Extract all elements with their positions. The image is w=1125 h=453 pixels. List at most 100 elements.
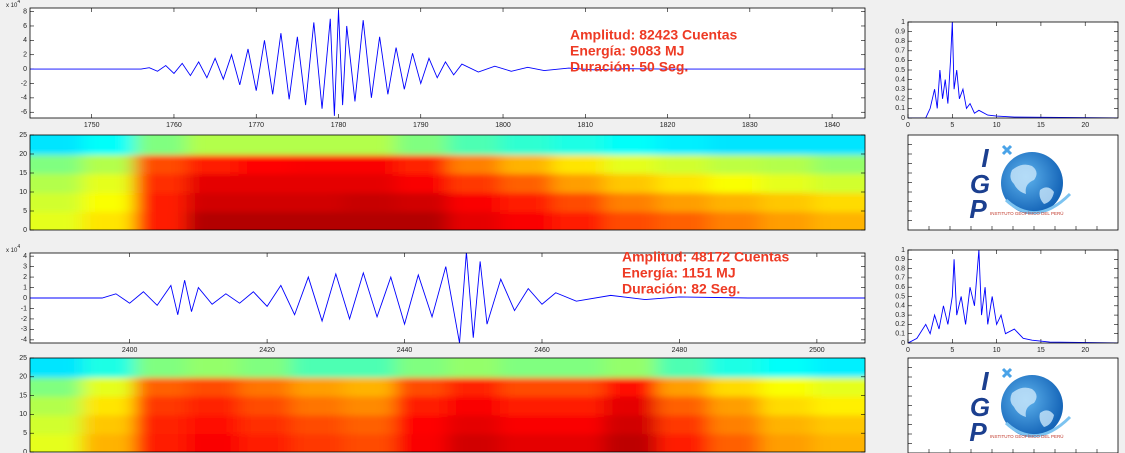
spectrogram-cell bbox=[186, 135, 240, 155]
logo-letter: G bbox=[970, 392, 990, 422]
spectrogram-cell bbox=[134, 173, 188, 193]
y-tick-label: -1 bbox=[21, 305, 27, 312]
y-multiplier: x 104 bbox=[6, 0, 20, 9]
spectrogram-cell bbox=[604, 376, 658, 397]
waveform bbox=[908, 22, 1118, 118]
spectrogram-cell bbox=[499, 154, 553, 174]
y-tick-label: 0.6 bbox=[895, 57, 905, 64]
spectrogram-cell bbox=[134, 135, 188, 155]
spectrogram-cell bbox=[551, 395, 606, 416]
y-tick-label: 1 bbox=[23, 284, 27, 291]
spectrogram-cell bbox=[238, 395, 292, 416]
spectrogram-cell bbox=[134, 414, 188, 435]
spectrogram-cell bbox=[30, 395, 84, 416]
logo: I G P INSTITUTO GEOFÍSICO DEL PERÚ bbox=[907, 134, 1119, 231]
spectrogram-cell bbox=[499, 395, 553, 416]
y-tick-label: 0.4 bbox=[895, 76, 905, 83]
mark bbox=[1001, 367, 1013, 379]
spectrogram-cell bbox=[447, 358, 501, 378]
x-tick-label: 20 bbox=[1081, 122, 1089, 129]
spectrogram-cell bbox=[708, 376, 762, 397]
annotation: Amplitud: 48172 Cuentas bbox=[622, 249, 789, 265]
spectrogram-cell bbox=[656, 433, 710, 452]
spectrogram-cell bbox=[656, 376, 710, 397]
y-tick-label: -2 bbox=[21, 316, 27, 323]
plot-frame bbox=[29, 252, 866, 344]
spectrogram-cell bbox=[134, 192, 188, 212]
y-tick-label: 0.3 bbox=[895, 312, 905, 319]
swoosh bbox=[1004, 415, 1072, 438]
y-tick-label: 3 bbox=[23, 263, 27, 270]
spectrogram-cell bbox=[447, 192, 501, 212]
x-tick-label: 1840 bbox=[824, 122, 840, 129]
spectrogram-cell bbox=[395, 376, 449, 397]
spectrogram-cell bbox=[656, 135, 710, 155]
spectrogram-cell bbox=[290, 135, 345, 155]
y-tick-label: 0 bbox=[901, 340, 905, 347]
y-tick-label: 0.9 bbox=[895, 28, 905, 35]
continents bbox=[1010, 387, 1054, 427]
x-tick-label: 5 bbox=[950, 347, 954, 354]
y-tick-label: 20 bbox=[19, 374, 27, 381]
y-tick-label: 1 bbox=[901, 19, 905, 26]
spectrogram-cell bbox=[656, 414, 710, 435]
spectrogram-cell bbox=[186, 192, 240, 212]
spectrogram-cell bbox=[343, 433, 397, 452]
spectrogram-cell bbox=[708, 395, 762, 416]
x-tick-label: 2440 bbox=[397, 347, 413, 354]
spectrogram-cell bbox=[186, 154, 240, 174]
spectrogram-cell bbox=[238, 414, 292, 435]
spectrogram-cell bbox=[656, 192, 710, 212]
spectrogram-cell bbox=[551, 376, 606, 397]
y-tick-label: 1 bbox=[901, 247, 905, 254]
x-tick-label: 20 bbox=[1081, 347, 1089, 354]
spectrogram-cell bbox=[551, 211, 606, 230]
spectrogram-cell bbox=[82, 414, 136, 435]
spectrogram-cell bbox=[343, 154, 397, 174]
spectrogram-cell bbox=[604, 135, 658, 155]
spectrogram-cell bbox=[708, 135, 762, 155]
x-tick-label: 15 bbox=[1037, 122, 1045, 129]
spectrogram-cell bbox=[82, 358, 136, 378]
spectrogram-cell bbox=[134, 154, 188, 174]
spectrogram-cell bbox=[499, 211, 553, 230]
y-tick-label: 15 bbox=[19, 392, 27, 399]
x-tick-label: 1820 bbox=[660, 122, 676, 129]
spectrogram-cell bbox=[551, 433, 606, 452]
waveform bbox=[30, 10, 865, 116]
logo-name: INSTITUTO GEOFÍSICO DEL PERÚ bbox=[990, 433, 1064, 439]
spectrogram-cell bbox=[812, 154, 865, 174]
spectrogram-cell bbox=[30, 433, 84, 452]
spectrogram-cell bbox=[499, 433, 553, 452]
spectrogram-cell bbox=[343, 173, 397, 193]
y-tick-label: 0 bbox=[23, 227, 27, 234]
spectrogram-cell bbox=[708, 173, 762, 193]
spectrogram-cell bbox=[186, 433, 240, 452]
annotation: Amplitud: 82423 Cuentas bbox=[570, 27, 737, 43]
x-tick-label: 2400 bbox=[122, 347, 138, 354]
spectrogram-cells bbox=[30, 135, 865, 230]
spectrogram-cell bbox=[82, 395, 136, 416]
spectrogram-cell bbox=[708, 433, 762, 452]
spectrogram-cell bbox=[82, 376, 136, 397]
multiplier-exponent: 4 bbox=[17, 0, 20, 5]
y-tick-label: 0.8 bbox=[895, 265, 905, 272]
y-tick-label: 10 bbox=[19, 411, 27, 418]
spectrogram-cell bbox=[290, 433, 345, 452]
spectrogram-cell bbox=[760, 135, 814, 155]
spectrogram-cell bbox=[656, 173, 710, 193]
spectrogram-cell bbox=[186, 376, 240, 397]
spectrogram-cell bbox=[82, 433, 136, 452]
spectrogram-cell bbox=[238, 358, 292, 378]
spectrogram-cell bbox=[82, 135, 136, 155]
y-tick-label: -6 bbox=[21, 109, 27, 116]
y-tick-label: 2 bbox=[23, 274, 27, 281]
y-tick-label: 6 bbox=[23, 23, 27, 30]
spectrogram-cell bbox=[551, 135, 606, 155]
spectrogram-cell bbox=[290, 173, 345, 193]
y-tick-label: -4 bbox=[21, 337, 27, 344]
spectrogram-cell bbox=[290, 395, 345, 416]
y-tick-label: 0 bbox=[23, 295, 27, 302]
spectrogram-cell bbox=[812, 173, 865, 193]
